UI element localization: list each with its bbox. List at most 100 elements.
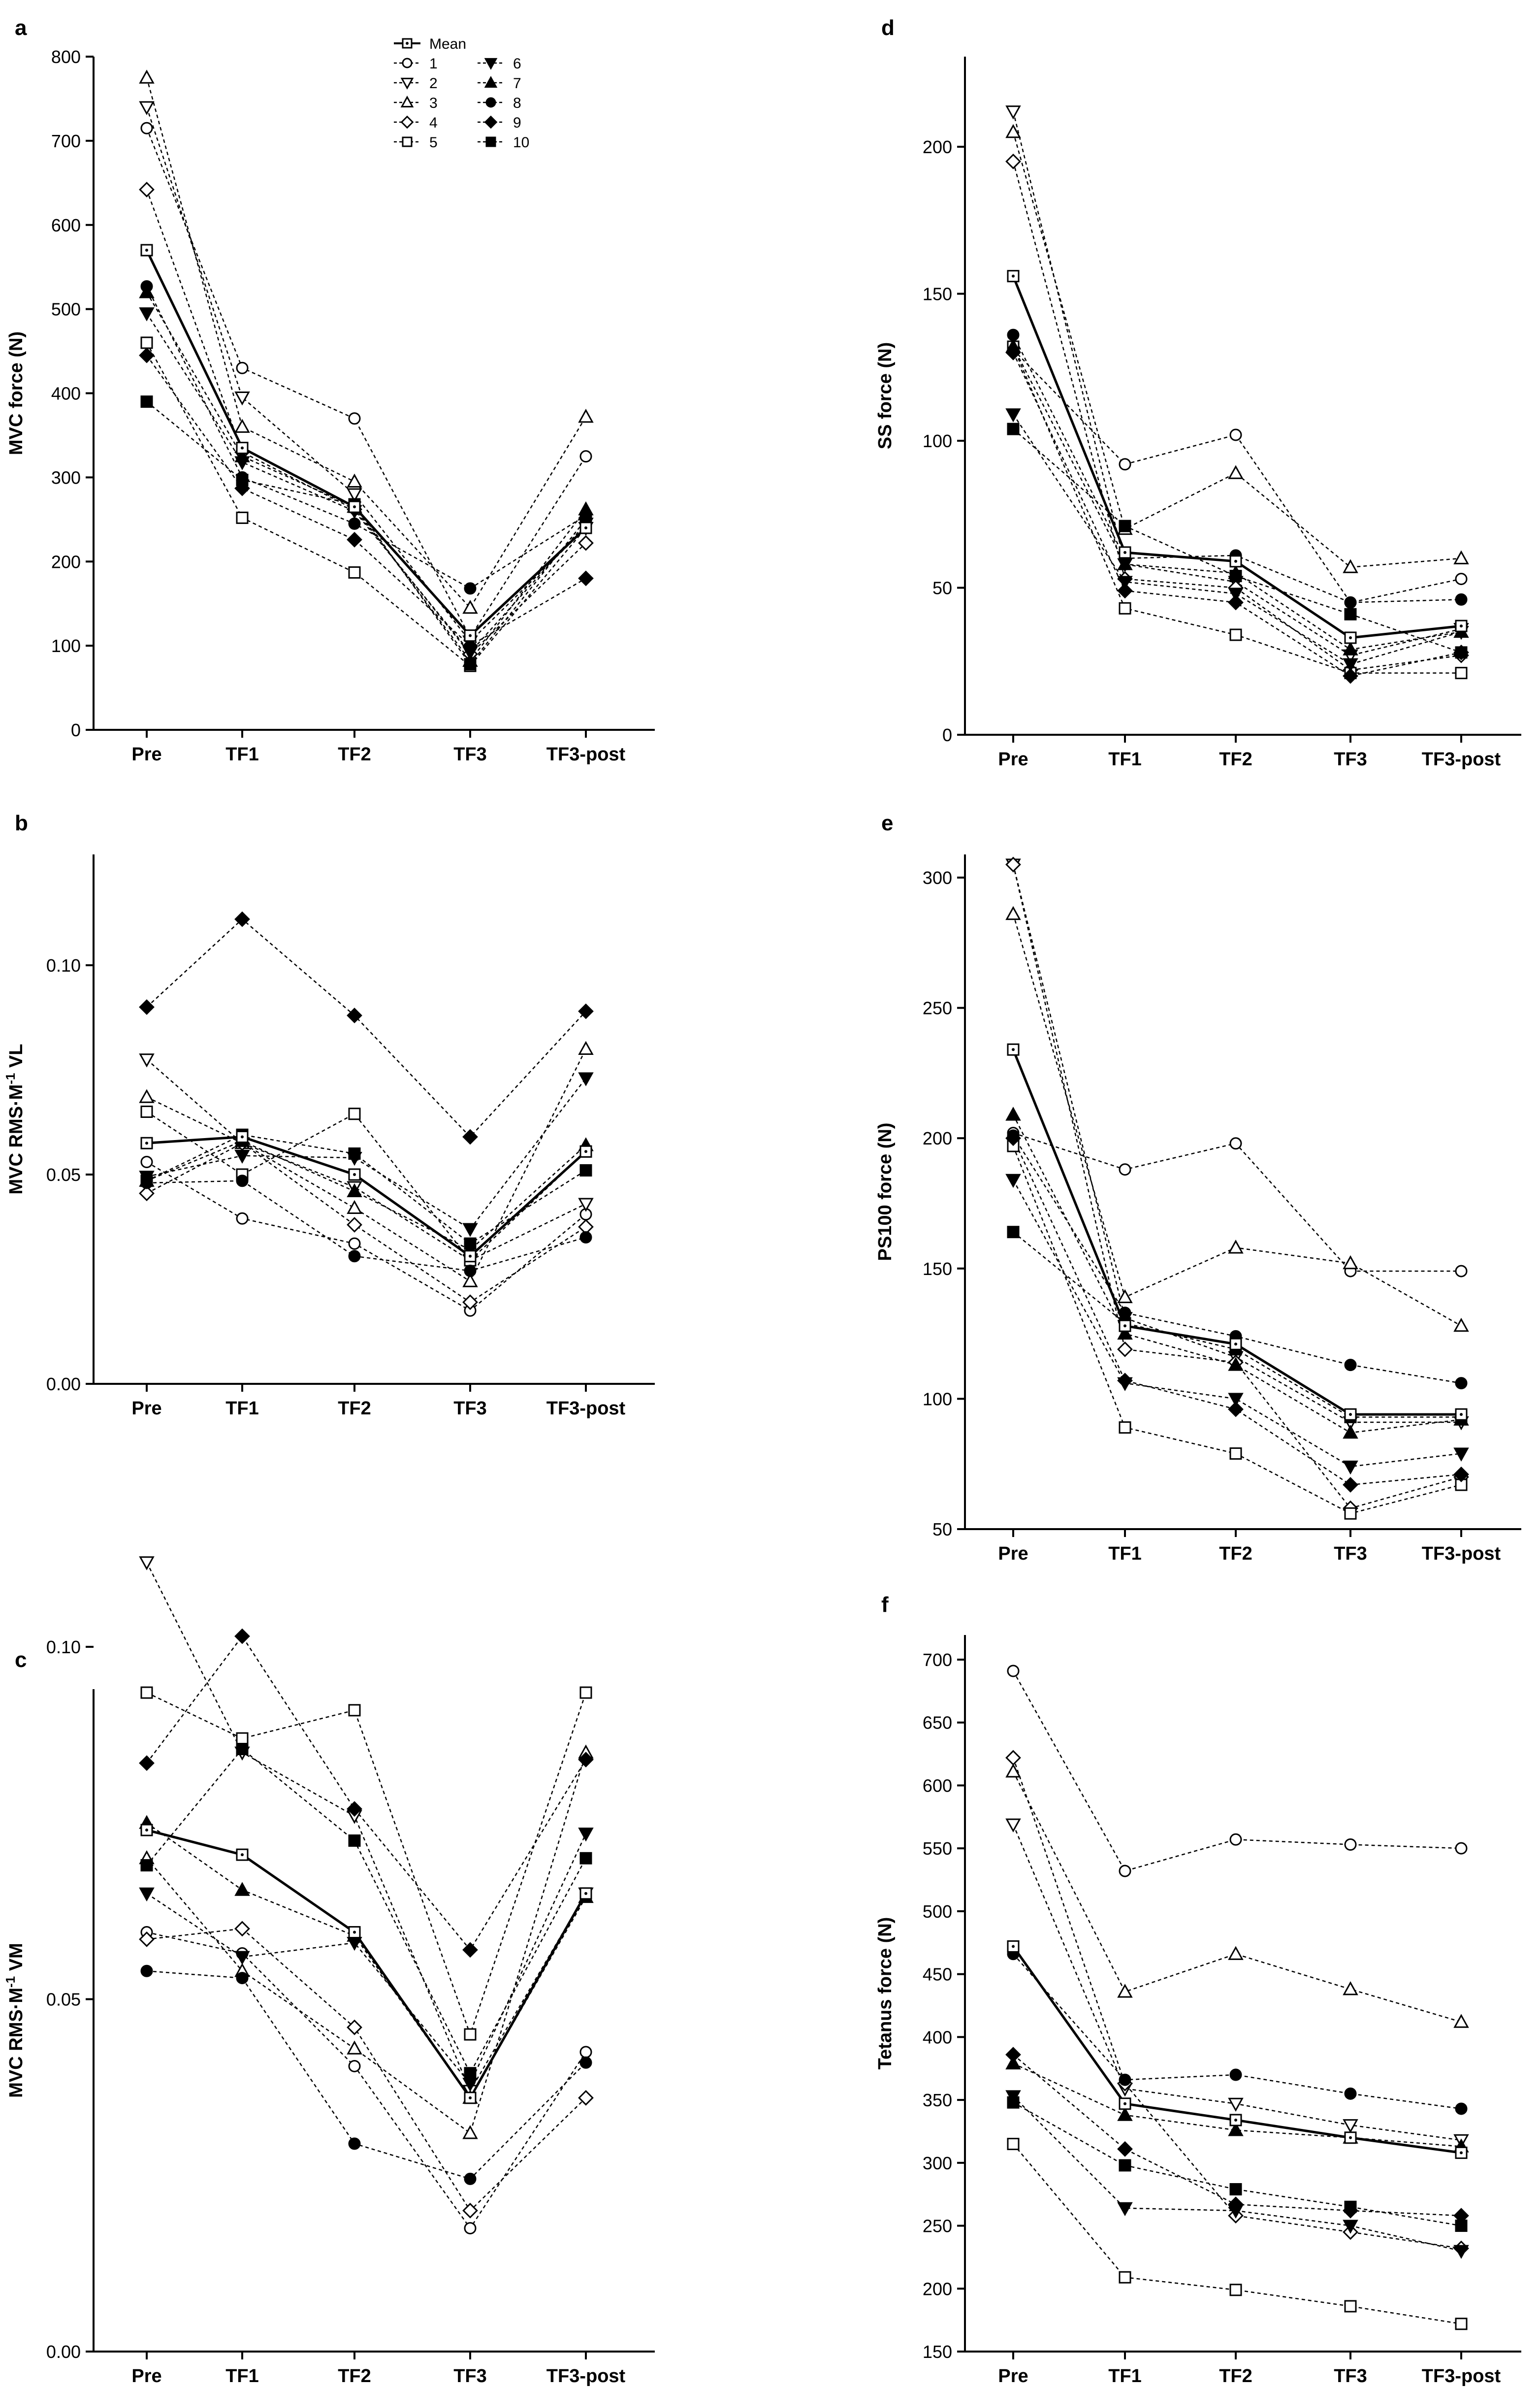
data-point-10-d (1229, 570, 1242, 583)
data-point-8-e (1455, 1377, 1468, 1390)
data-point-Mean-b-dot (469, 1254, 472, 1258)
x-tick-label-e: TF3-post (1422, 1543, 1501, 1564)
y-axis-title-c: MVC RMS·M-1 VM (3, 1943, 27, 2097)
y-axis-title-main: MVC force (N) (6, 331, 27, 455)
data-point-9-b (347, 1008, 362, 1023)
data-point-1-d (1455, 573, 1468, 586)
data-point-10-b (348, 1147, 361, 1160)
data-point-3-d (1005, 124, 1021, 138)
data-point-9-a (347, 531, 362, 548)
data-point-9-f (1117, 2141, 1133, 2157)
panel-letter-f: f (881, 1593, 889, 1617)
data-point-6-b (234, 1149, 250, 1164)
y-axis-title-d: SS force (N) (875, 342, 896, 449)
legend-label-s3: 3 (429, 95, 438, 111)
data-point-2-d (1005, 105, 1021, 120)
data-point-3-d (1228, 465, 1244, 479)
data-point-4-c (462, 2202, 478, 2219)
panel-c: c 0.00 0.05 0.10 Pre TF1 TF2 TF3 TF3-post MVC RMS… (3, 1556, 655, 2387)
data-point-3-a (347, 473, 362, 488)
y-tick-label-d: 100 (923, 431, 952, 451)
data-point-1-a (140, 122, 153, 134)
data-point-8-b (348, 1250, 361, 1263)
data-point-4-b (139, 1185, 155, 1202)
y-tick-label-f: 500 (923, 1901, 952, 1922)
data-point-9-c (139, 1755, 155, 1771)
x-tick-label-c: TF3 (453, 2366, 487, 2387)
series-line-10-f (1013, 2102, 1462, 2226)
panel-letter-d: d (881, 16, 895, 40)
series-line-10-b (146, 1134, 586, 1244)
data-point-Mean-b-dot (584, 1150, 587, 1153)
panel-b: b 0.00 0.05 0.10 Pre TF1 TF2 TF3 TF3-post MVC RMS… (3, 811, 655, 1419)
data-point-8-f (1455, 2102, 1468, 2115)
series-line-7-b (146, 1140, 586, 1251)
series-line-5-a (146, 342, 586, 667)
legend-marker-s7 (484, 76, 498, 88)
data-point-8-c (464, 2172, 477, 2185)
panel-letter-e: e (881, 811, 893, 835)
data-point-5-d (1119, 602, 1131, 615)
x-tick-label-f: TF3-post (1422, 2366, 1501, 2387)
panel-f: f 150 200 250 300 350 400 450 500 550 600 650 700 Pre… (875, 1593, 1521, 2387)
y-tick-label-d: 150 (923, 284, 952, 304)
data-point-6-f (1343, 2220, 1358, 2234)
data-point-1-e (1229, 1137, 1242, 1150)
x-tick-label-a: TF2 (338, 744, 371, 765)
panel-e: e 50 100 150 200 250 300 Pre TF1 TF2 TF3 TF3-post PS… (875, 811, 1521, 1564)
series-line-8-b (146, 1180, 586, 1272)
x-tick-label-c: Pre (131, 2366, 161, 2387)
series-line-Mean-c (146, 1829, 587, 2100)
data-point-3-d (1453, 550, 1469, 564)
data-point-10-b (579, 1164, 592, 1177)
data-point-Mean-f-dot (1460, 2151, 1463, 2155)
data-point-3-b (139, 1089, 155, 1103)
x-tick-label-b: TF2 (338, 1398, 371, 1419)
data-point-8-a (464, 582, 477, 595)
panel-d: d 0 50 100 150 200 Pre TF1 TF2 TF3 TF3-post SS forc… (875, 16, 1521, 770)
data-point-10-b (464, 1237, 477, 1250)
series-line-5-d (1012, 346, 1461, 674)
data-point-9-f (1228, 2196, 1244, 2212)
data-point-Mean-a-dot (241, 446, 244, 450)
series-line-5-f (1013, 2143, 1462, 2325)
series-line-7-d (1012, 346, 1462, 651)
legend-marker-s10 (485, 136, 496, 147)
data-point-3-f (1005, 1764, 1021, 1778)
y-axis-title-sup: -1 (3, 1073, 18, 1084)
data-point-10-d (1344, 608, 1357, 621)
data-point-2-a (234, 391, 250, 406)
legend-marker-s3 (400, 96, 414, 108)
legend-label-s9: 9 (513, 115, 521, 131)
data-point-8-f (1119, 2073, 1131, 2086)
data-point-Mean-c-dot (241, 1853, 244, 1857)
x-tick-label-a: TF3 (453, 744, 487, 765)
data-point-8-e (1119, 1307, 1131, 1319)
y-tick-label-f: 250 (923, 2216, 952, 2236)
series-line-1-a (146, 128, 587, 639)
series-line-8-f (1013, 1953, 1462, 2110)
data-point-1-a (348, 412, 361, 425)
y-tick-label-a: 500 (51, 299, 81, 320)
x-tick-label-f: Pre (998, 2366, 1028, 2387)
data-point-2-b (139, 1053, 155, 1068)
series-line-3-b (146, 1048, 587, 1282)
data-point-10-f (1344, 2200, 1357, 2213)
data-point-8-d (1455, 593, 1468, 606)
data-point-9-d (1005, 345, 1021, 360)
y-tick-label-d: 200 (923, 137, 952, 157)
panel-a: a 0 100 200 300 400 500 600 700 800 Pre TF1 TF2 TF3 TF… (6, 16, 655, 765)
data-point-10-f (1007, 2096, 1020, 2109)
data-point-4-c (139, 1931, 155, 1947)
data-point-3-b (347, 1200, 362, 1214)
data-point-9-e (1117, 1373, 1133, 1389)
y-tick-label-b: 0.00 (46, 1374, 81, 1394)
y-tick-label-c: 0.05 (46, 1990, 81, 2010)
data-point-3-e (1005, 906, 1021, 920)
data-point-1-f (1455, 1842, 1468, 1855)
data-point-10-a (140, 395, 153, 408)
data-point-2-a (347, 488, 362, 502)
data-point-8-c (236, 1972, 249, 1985)
series-line-6-a (146, 313, 586, 654)
x-tick-label-d: TF3-post (1422, 749, 1501, 770)
